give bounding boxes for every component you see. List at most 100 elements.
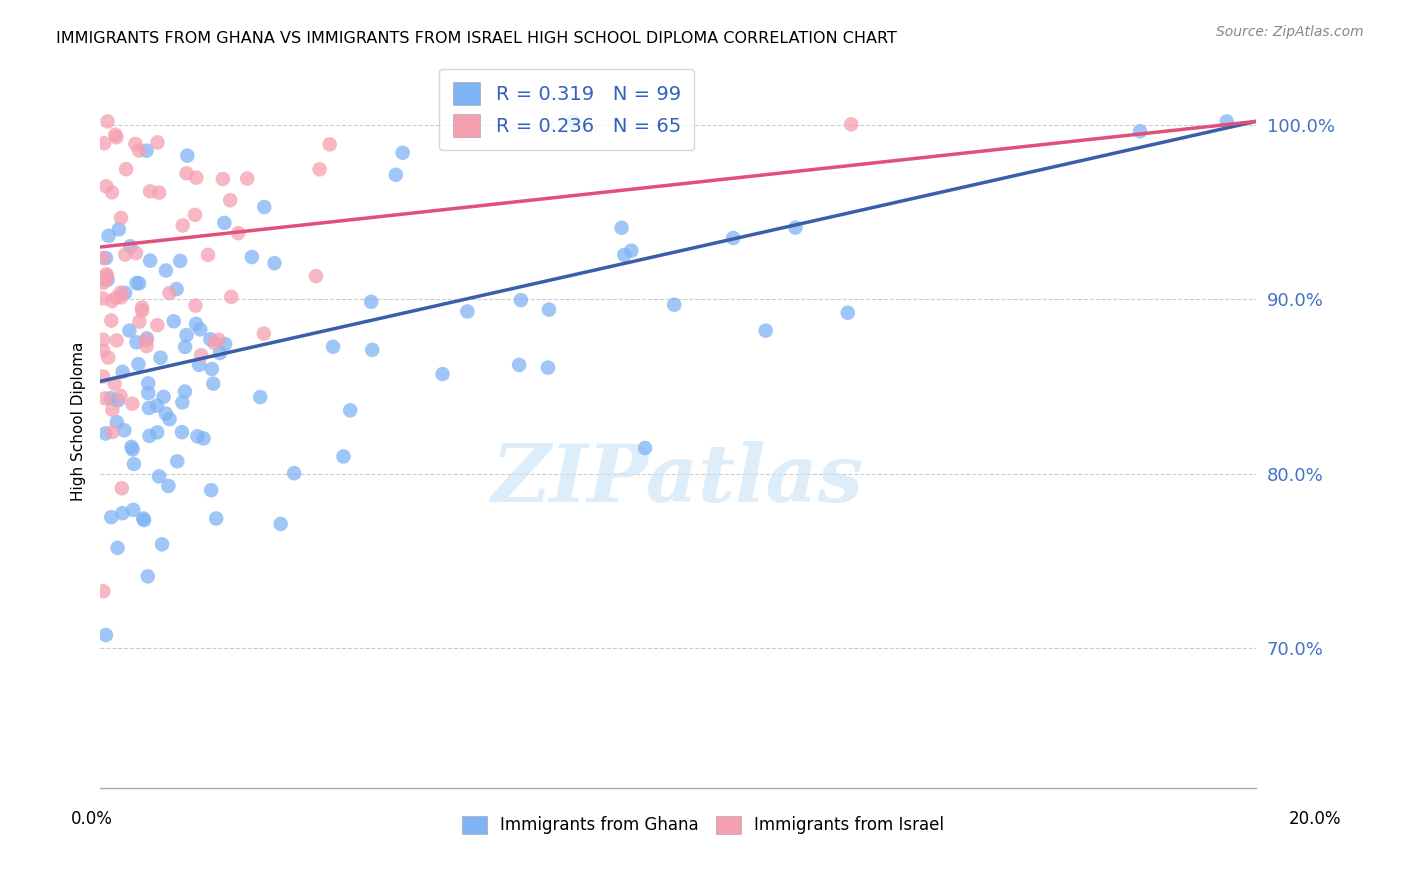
Point: [361, 343, 384, 357]
Point: [283, 466, 305, 480]
Point: [107, 393, 129, 408]
Point: [721, 231, 744, 245]
Point: [197, 248, 219, 262]
Point: [170, 425, 193, 439]
Point: [174, 384, 197, 399]
Point: [240, 250, 263, 264]
Point: [305, 269, 328, 284]
Point: [108, 222, 131, 236]
Point: [148, 186, 170, 200]
Point: [120, 239, 142, 253]
Point: [128, 144, 150, 158]
Point: [174, 340, 197, 354]
Point: [94, 628, 117, 642]
Point: [136, 569, 159, 583]
Point: [94, 273, 117, 287]
Point: [249, 390, 271, 404]
Text: ZIPatlas: ZIPatlas: [492, 442, 863, 519]
Point: [172, 395, 194, 409]
Point: [138, 429, 160, 443]
Point: [150, 537, 173, 551]
Point: [105, 334, 128, 348]
Point: [110, 290, 132, 304]
Point: [509, 293, 531, 307]
Point: [128, 315, 150, 329]
Point: [94, 251, 117, 265]
Point: [115, 162, 138, 177]
Y-axis label: High School Diploma: High School Diploma: [72, 342, 86, 501]
Point: [634, 441, 657, 455]
Point: [97, 114, 120, 128]
Point: [104, 128, 127, 142]
Point: [91, 369, 114, 384]
Point: [202, 376, 225, 391]
Point: [253, 326, 276, 341]
Text: Source: ZipAtlas.com: Source: ZipAtlas.com: [1216, 25, 1364, 39]
Point: [93, 584, 115, 599]
Point: [122, 503, 145, 517]
Point: [152, 390, 174, 404]
Point: [135, 144, 157, 158]
Point: [112, 423, 135, 437]
Point: [101, 186, 124, 200]
Point: [456, 304, 478, 318]
Point: [432, 367, 454, 381]
Point: [100, 313, 122, 327]
Point: [318, 137, 340, 152]
Point: [322, 340, 344, 354]
Legend: Immigrants from Ghana, Immigrants from Israel: Immigrants from Ghana, Immigrants from I…: [456, 809, 950, 841]
Point: [537, 302, 560, 317]
Point: [166, 282, 188, 296]
Point: [176, 166, 198, 180]
Point: [169, 254, 191, 268]
Point: [110, 211, 132, 225]
Point: [537, 360, 560, 375]
Point: [101, 293, 124, 308]
Text: 0.0%: 0.0%: [70, 810, 112, 828]
Point: [155, 263, 177, 277]
Point: [121, 397, 143, 411]
Point: [100, 510, 122, 524]
Point: [128, 277, 150, 291]
Point: [1216, 114, 1239, 128]
Text: IMMIGRANTS FROM GHANA VS IMMIGRANTS FROM ISRAEL HIGH SCHOOL DIPLOMA CORRELATION : IMMIGRANTS FROM GHANA VS IMMIGRANTS FROM…: [56, 31, 897, 46]
Point: [118, 324, 141, 338]
Point: [111, 481, 134, 495]
Point: [201, 362, 224, 376]
Point: [339, 403, 361, 417]
Point: [270, 516, 292, 531]
Point: [96, 267, 118, 281]
Point: [97, 273, 120, 287]
Point: [135, 339, 157, 353]
Point: [610, 220, 633, 235]
Point: [208, 333, 231, 347]
Point: [127, 357, 149, 371]
Point: [105, 291, 128, 305]
Point: [186, 429, 208, 443]
Point: [91, 251, 114, 265]
Point: [664, 298, 686, 312]
Point: [188, 322, 211, 336]
Point: [97, 228, 120, 243]
Point: [110, 285, 132, 300]
Point: [1129, 124, 1152, 138]
Point: [190, 348, 212, 362]
Text: 20.0%: 20.0%: [1288, 810, 1341, 828]
Point: [176, 148, 198, 162]
Point: [121, 440, 143, 454]
Point: [136, 386, 159, 401]
Point: [105, 130, 128, 145]
Point: [360, 294, 382, 309]
Point: [101, 425, 124, 439]
Point: [620, 244, 643, 258]
Point: [193, 431, 215, 445]
Point: [785, 220, 807, 235]
Point: [91, 292, 114, 306]
Point: [184, 208, 207, 222]
Point: [125, 276, 148, 290]
Point: [391, 145, 413, 160]
Point: [114, 247, 136, 261]
Point: [186, 170, 208, 185]
Point: [103, 376, 125, 391]
Point: [159, 412, 181, 426]
